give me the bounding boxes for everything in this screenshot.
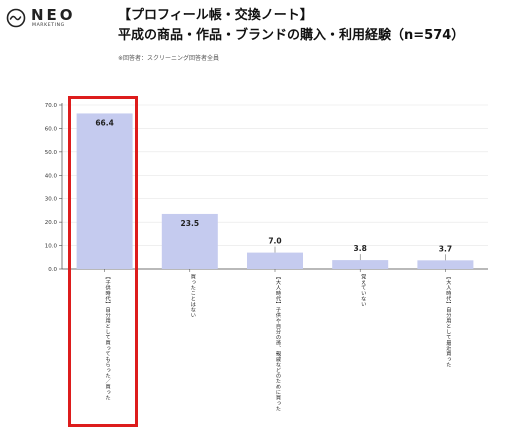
respondent-note: ※回答者：スクリーニング回答者全員 <box>118 55 220 62</box>
bar <box>417 260 474 269</box>
wave-circle-icon <box>6 8 26 28</box>
bar-value-label: 23.5 <box>181 219 200 228</box>
highlight-frame <box>68 96 138 427</box>
bar-value-label: 66.4 <box>95 118 114 127</box>
bar-value-label: 7.0 <box>268 237 281 246</box>
category-label: 買ったことはない <box>189 274 196 318</box>
y-tick-label: 20.0 <box>45 220 58 226</box>
category-label: 覚えていない <box>360 274 367 307</box>
chart-title-line1: 【プロフィール帳・交換ノート】 <box>118 8 313 23</box>
y-tick-label: 10.0 <box>45 244 58 250</box>
brand-subtitle: MARKETING <box>32 23 65 28</box>
chart-title-line2: 平成の商品・作品・ブランドの購入・利用経験（n=574） <box>118 28 465 43</box>
y-tick-label: 60.0 <box>45 126 58 132</box>
bar <box>76 113 133 269</box>
bar-value-label: 3.7 <box>439 244 452 253</box>
category-label: 【大人時代】自分用として最近買った <box>445 274 452 368</box>
category-label: 【大人時代】子供や自分の孫、親戚などのために買った <box>275 274 281 412</box>
chart-title-block: 【プロフィール帳・交換ノート】 平成の商品・作品・ブランドの購入・利用経験（n=… <box>118 6 498 46</box>
y-tick-label: 40.0 <box>45 173 58 179</box>
category-label: 【子供時代】自分用として買ってもらった／買った <box>104 274 111 401</box>
bar <box>161 213 218 269</box>
y-tick-label: 30.0 <box>45 197 58 203</box>
bar <box>247 252 303 269</box>
bar <box>332 260 389 269</box>
brand-name: NEO <box>31 6 76 24</box>
y-tick-label: 70.0 <box>45 103 58 109</box>
bar-value-label: 3.8 <box>354 244 367 253</box>
y-tick-label: 0.0 <box>48 267 57 273</box>
y-tick-label: 50.0 <box>45 150 58 156</box>
brand-logo: NEO MARKETING <box>6 6 106 35</box>
